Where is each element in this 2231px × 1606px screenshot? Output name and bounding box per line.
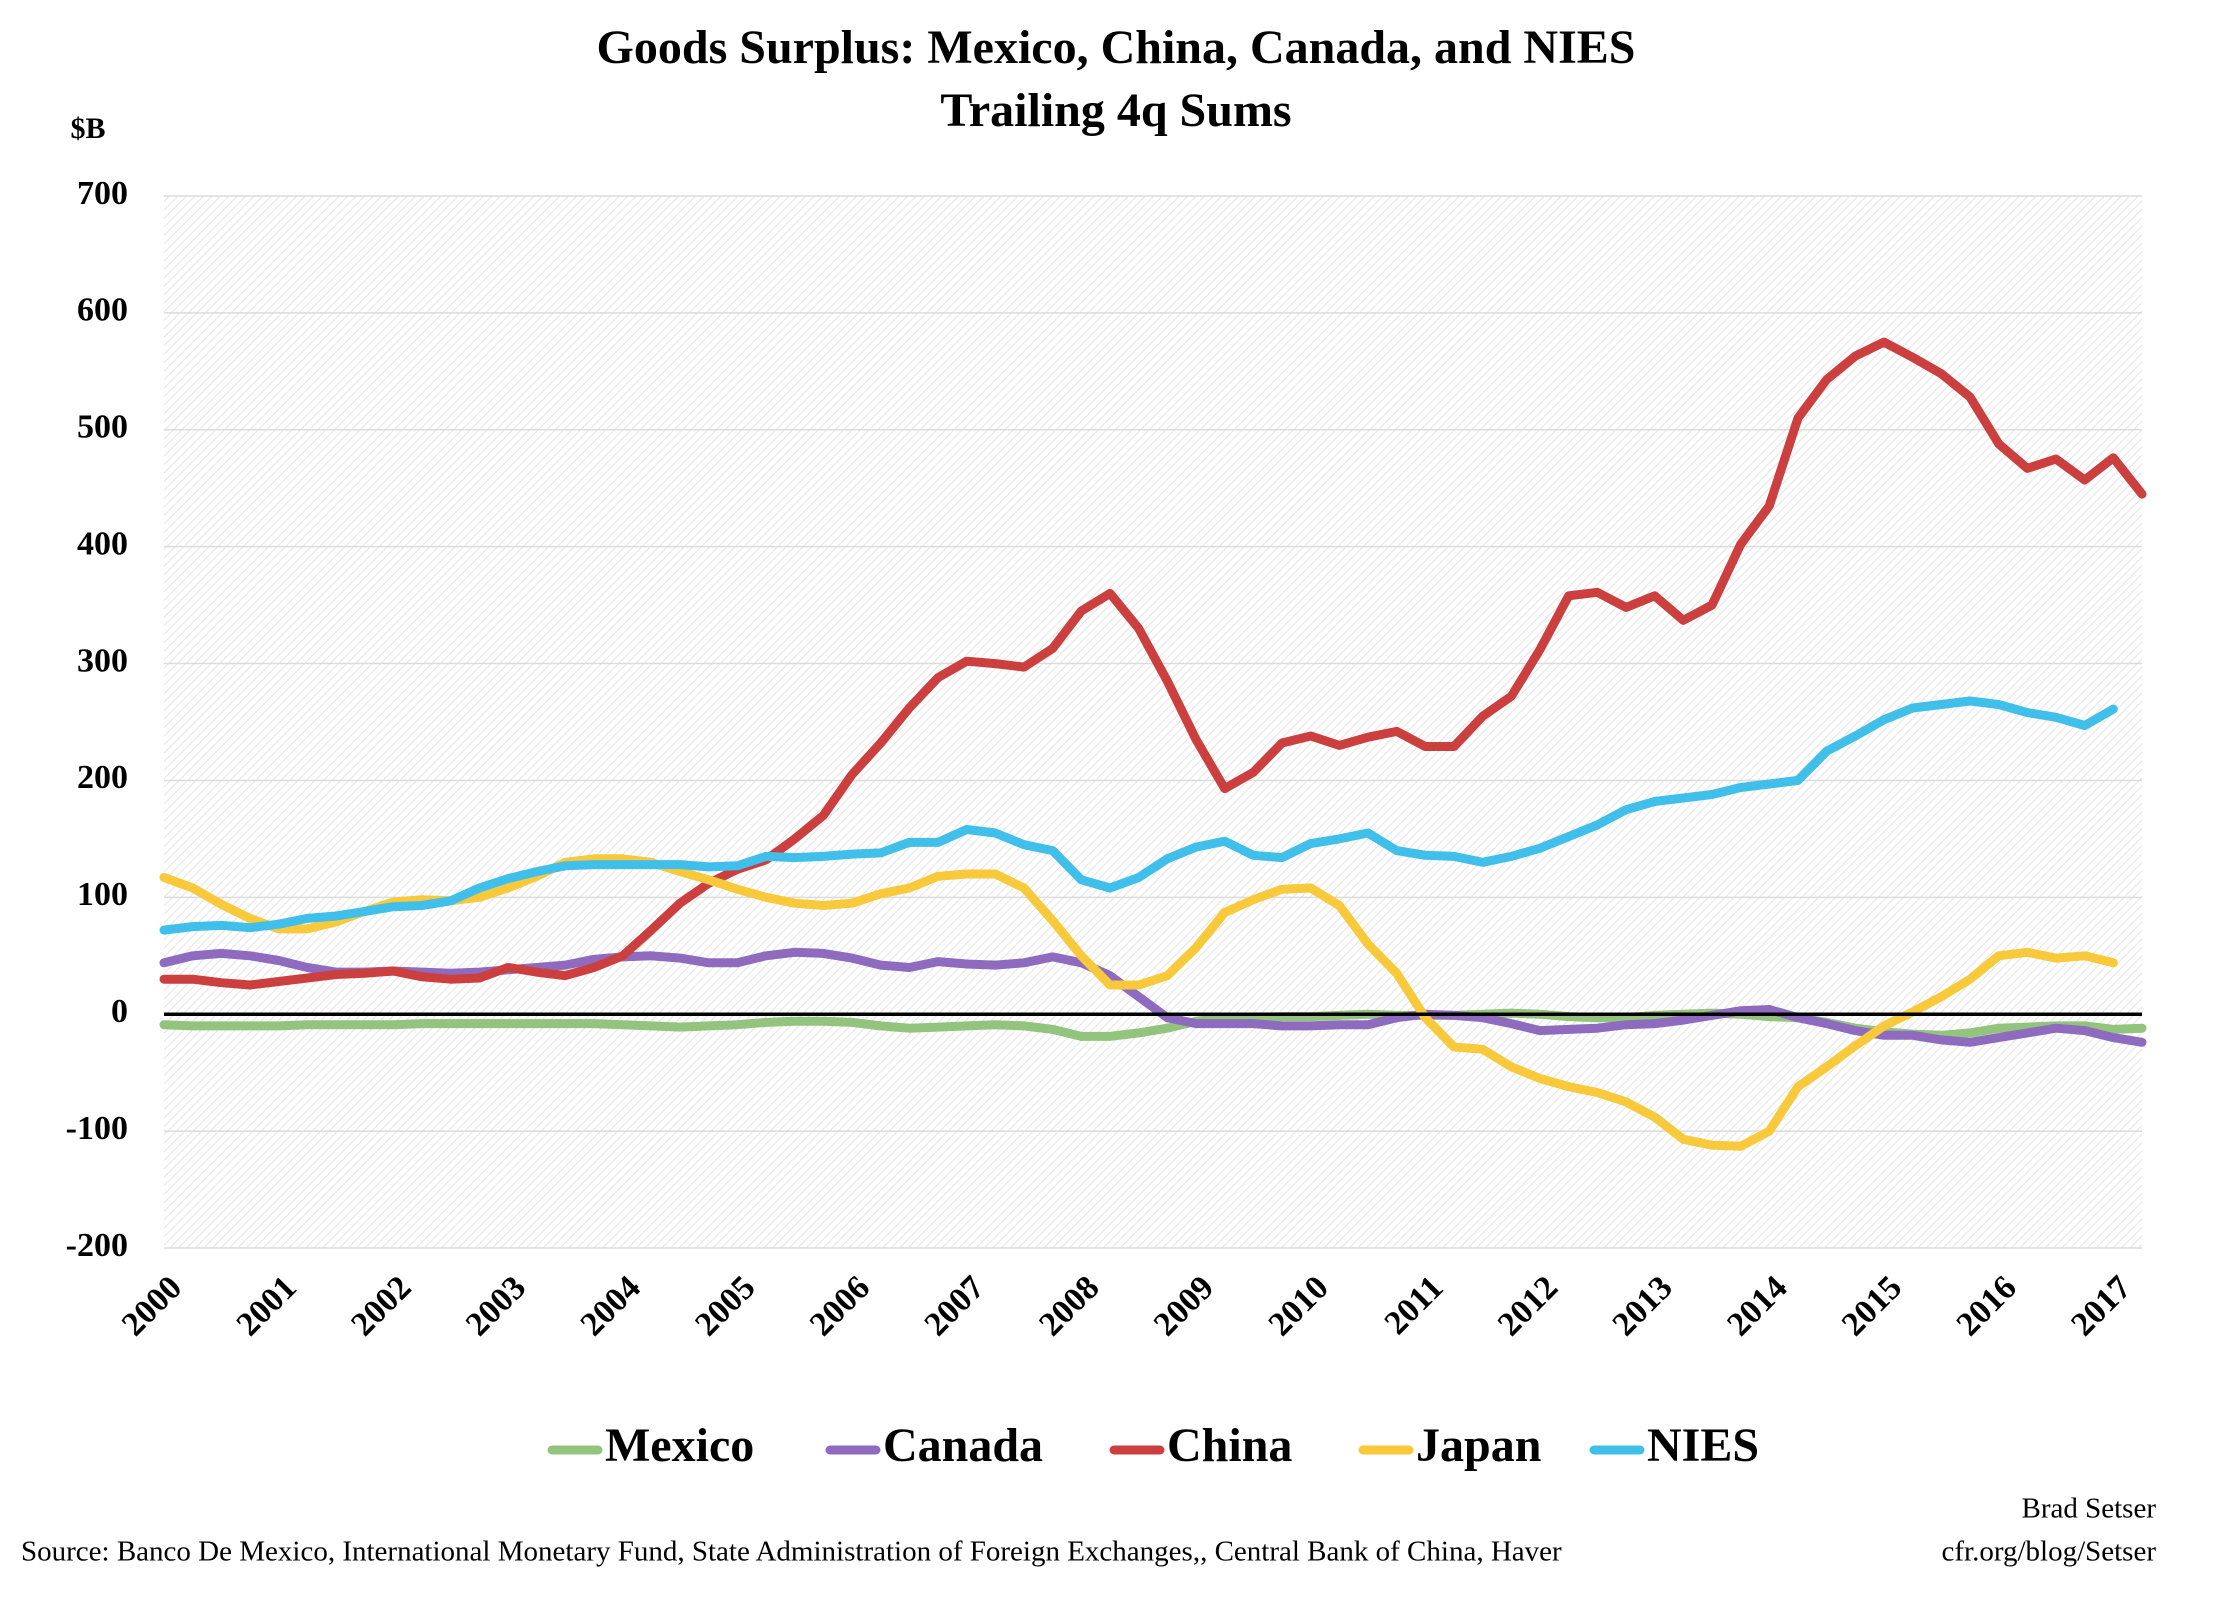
- source-note: Source: Banco De Mexico, International M…: [21, 1536, 1562, 1568]
- y-tick-label: 400: [77, 525, 128, 562]
- x-tick-label: 2012: [1491, 1269, 1565, 1343]
- legend-label: NIES: [1647, 1419, 1759, 1472]
- series-line: [159, 854, 2118, 1151]
- chart-title: Goods Surplus: Mexico, China, Canada, an…: [597, 21, 1636, 74]
- x-tick-label: 2016: [1950, 1269, 2024, 1343]
- x-tick-label: 2007: [918, 1269, 992, 1343]
- y-tick-label: -100: [66, 1110, 128, 1147]
- y-axis-label: $B: [70, 112, 105, 145]
- plot-area: [164, 196, 2142, 1248]
- x-tick-label: 2000: [115, 1269, 189, 1343]
- y-tick-label: 0: [111, 993, 128, 1030]
- x-tick-label: 2015: [1835, 1269, 1909, 1343]
- y-tick-label: 200: [77, 759, 128, 796]
- x-tick-label: 2002: [344, 1269, 418, 1343]
- y-tick-label: -200: [66, 1227, 128, 1264]
- y-tick-label: 600: [77, 292, 128, 329]
- x-tick-label: 2013: [1606, 1269, 1680, 1343]
- series-line: [159, 696, 2118, 935]
- legend-label: Japan: [1416, 1419, 1541, 1472]
- y-tick-label: 500: [77, 409, 128, 446]
- series-line: [159, 337, 2147, 990]
- x-tick-label: 2009: [1147, 1269, 1221, 1343]
- legend-label: Mexico: [605, 1419, 754, 1472]
- x-tick-label: 2008: [1032, 1269, 1106, 1343]
- x-tick-label: 2011: [1378, 1269, 1451, 1342]
- legend-label: Canada: [883, 1419, 1043, 1472]
- x-tick-label: 2004: [574, 1269, 648, 1343]
- x-tick-label: 2005: [688, 1269, 762, 1343]
- x-tick-label: 2017: [2064, 1269, 2138, 1343]
- x-tick-label: 2006: [803, 1269, 877, 1343]
- x-tick-label: 2010: [1262, 1269, 1336, 1343]
- y-tick-label: 300: [77, 642, 128, 679]
- x-tick-label: 2014: [1720, 1269, 1794, 1343]
- y-tick-label: 700: [77, 175, 128, 212]
- x-tick-label: 2003: [459, 1269, 533, 1343]
- chart-subtitle: Trailing 4q Sums: [940, 84, 1291, 137]
- credit-url: cfr.org/blog/Setser: [1941, 1536, 2156, 1568]
- x-tick-label: 2001: [230, 1269, 304, 1343]
- credit-author: Brad Setser: [2022, 1493, 2157, 1525]
- y-tick-label: 100: [77, 876, 128, 913]
- legend-label: China: [1167, 1419, 1292, 1472]
